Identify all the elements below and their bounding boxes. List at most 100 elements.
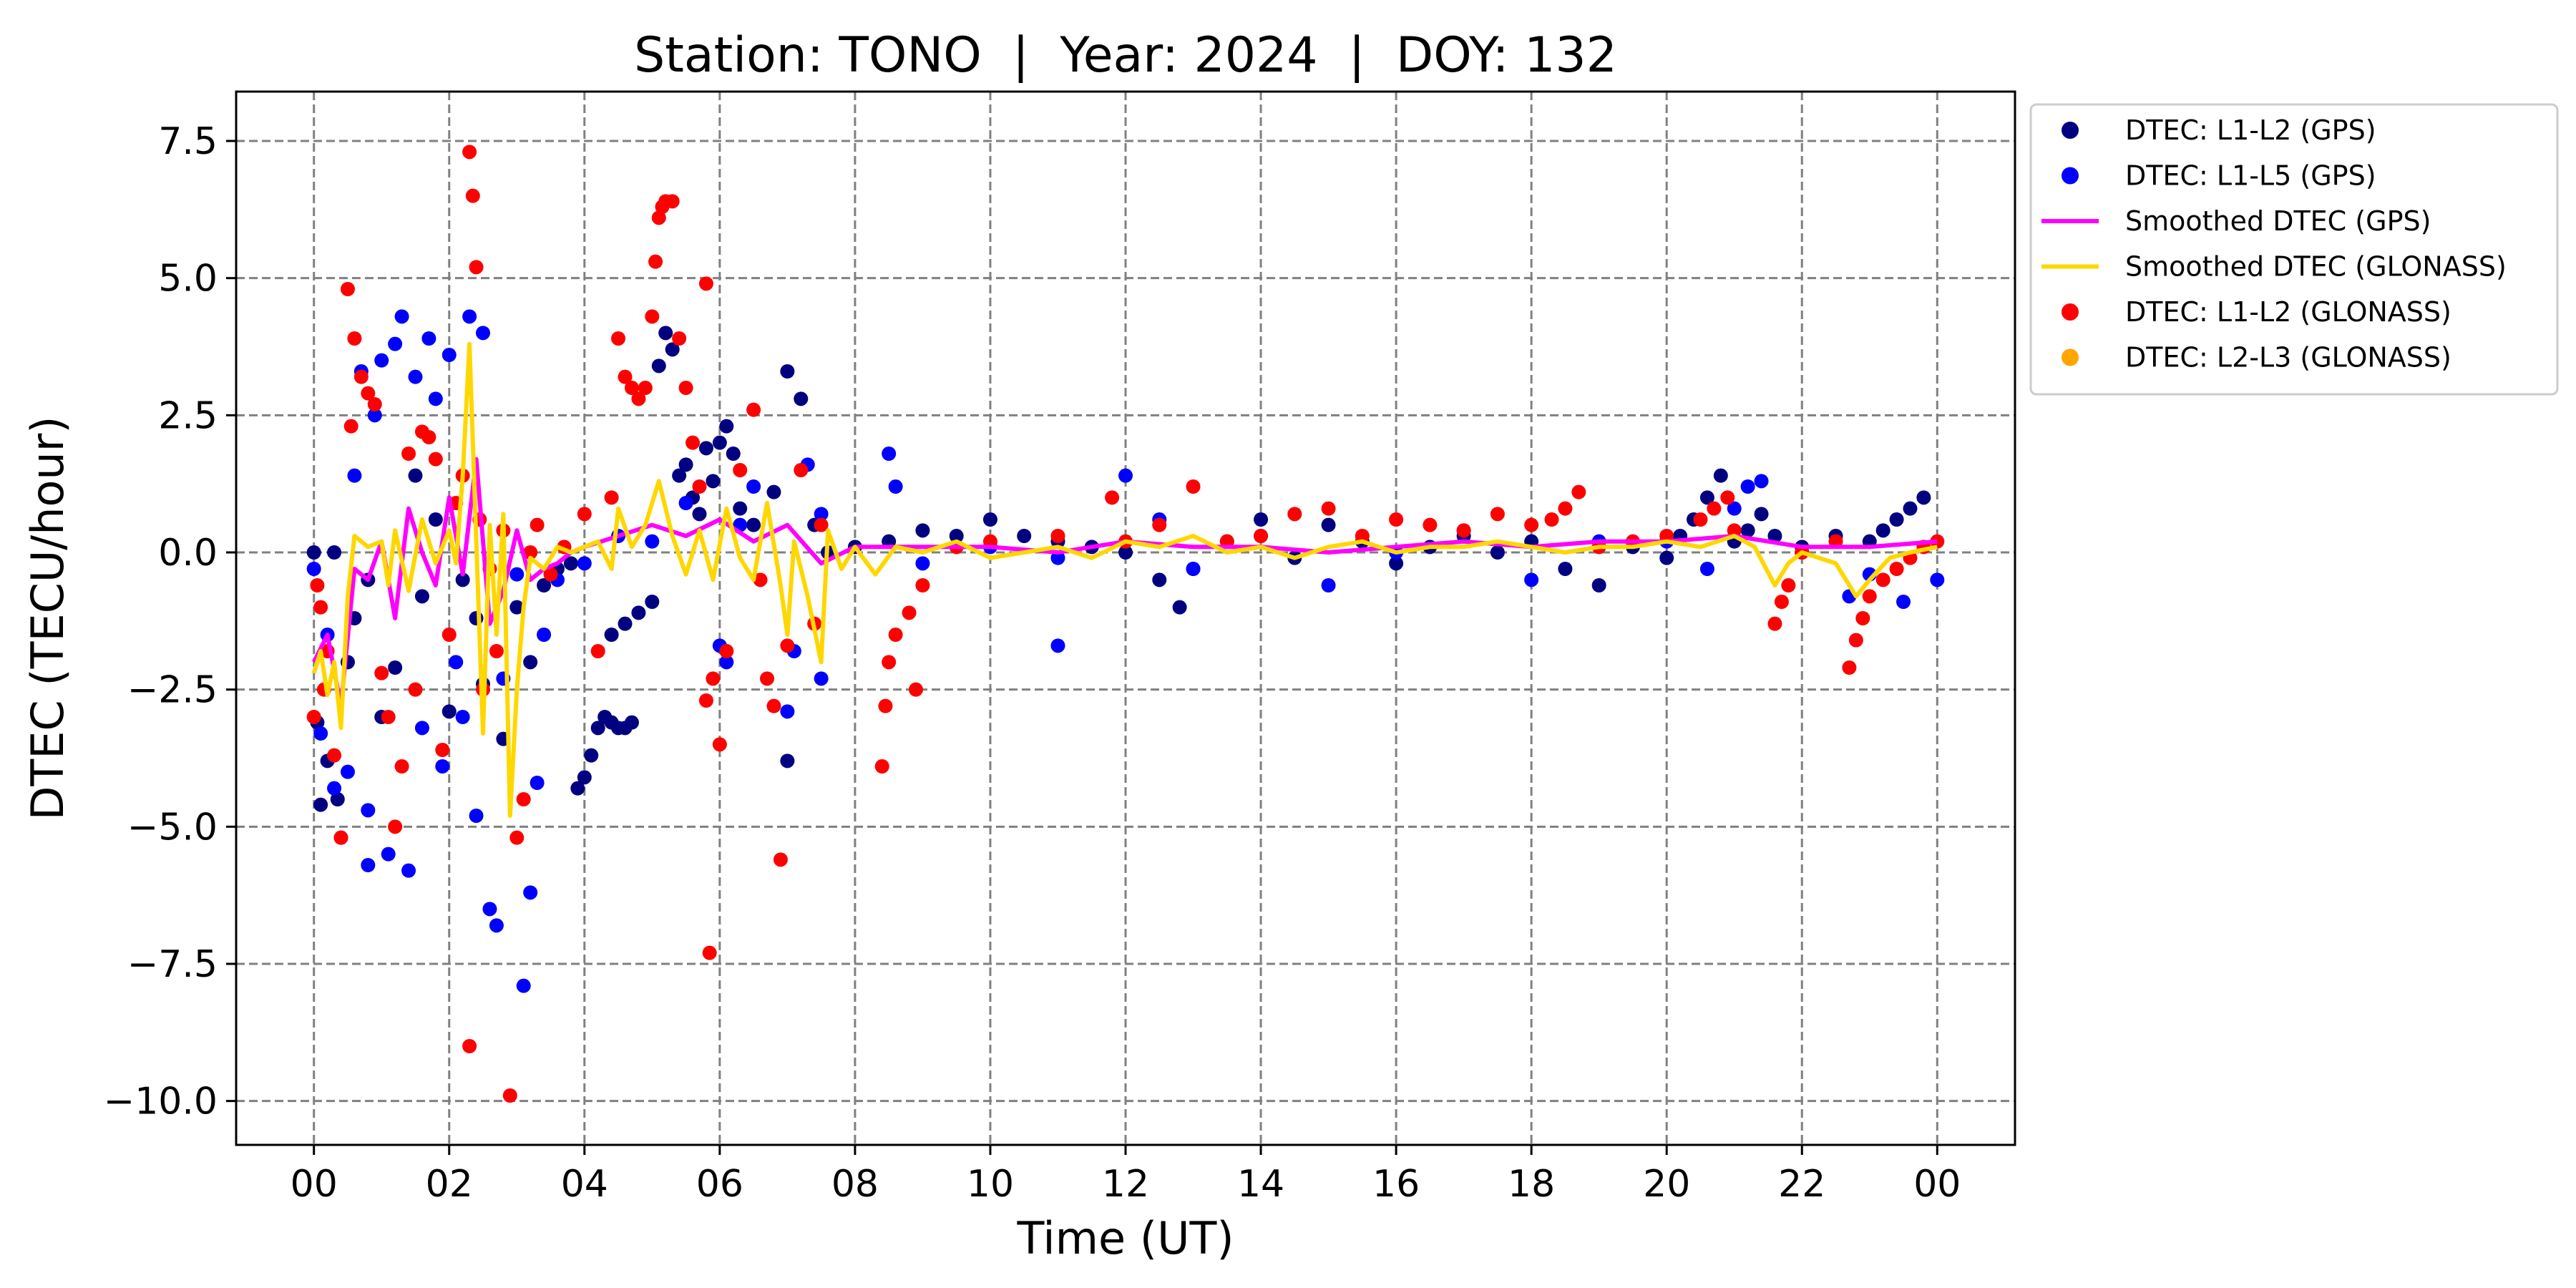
legend-item: Smoothed DTEC (GLONASS) — [2041, 251, 2507, 283]
data-point — [469, 260, 484, 275]
data-point — [1889, 562, 1904, 576]
data-point — [908, 682, 923, 697]
data-point — [692, 479, 707, 494]
data-point — [651, 210, 666, 225]
data-point — [577, 770, 592, 785]
data-point — [530, 776, 545, 790]
data-point — [631, 391, 646, 406]
legend-item: DTEC: L1-L2 (GPS) — [2062, 114, 2376, 146]
data-point — [1659, 550, 1674, 565]
legend-item: DTEC: L1-L5 (GPS) — [2062, 160, 2376, 192]
data-point — [428, 512, 443, 527]
data-point — [428, 452, 443, 467]
data-point — [878, 698, 893, 713]
data-point — [678, 381, 693, 395]
data-point — [915, 556, 930, 571]
series-dtec-l1-l2-gps — [306, 326, 1931, 812]
data-point — [476, 326, 491, 341]
x-tick-label: 00 — [291, 1163, 338, 1206]
legend-label: DTEC: L1-L5 (GPS) — [2125, 160, 2376, 192]
data-point — [1389, 512, 1404, 527]
data-point — [435, 743, 450, 757]
data-point — [1152, 517, 1167, 532]
data-point — [394, 759, 409, 774]
data-point — [902, 605, 917, 620]
data-point — [590, 644, 605, 658]
data-point — [1862, 589, 1877, 604]
x-tick-label: 10 — [967, 1163, 1014, 1206]
data-point — [455, 710, 470, 724]
legend-item: DTEC: L1-L2 (GLONASS) — [2062, 296, 2451, 328]
data-point — [361, 858, 376, 872]
data-point — [888, 479, 903, 494]
data-point — [719, 655, 734, 670]
legend-marker — [2062, 167, 2079, 185]
data-point — [516, 792, 531, 806]
data-point — [509, 567, 525, 582]
data-point — [1896, 595, 1911, 609]
y-tick-label: −5.0 — [127, 806, 218, 849]
data-point — [327, 781, 342, 796]
x-tick-label: 02 — [426, 1163, 473, 1206]
data-point — [678, 496, 693, 510]
data-point — [712, 435, 727, 450]
data-point — [882, 655, 897, 670]
data-point — [706, 474, 721, 489]
data-point — [414, 721, 429, 736]
data-point — [719, 419, 734, 434]
data-point — [746, 479, 761, 494]
data-point — [1118, 468, 1133, 483]
data-point — [645, 534, 660, 549]
data-point — [441, 628, 457, 642]
data-point — [1118, 545, 1133, 560]
data-point — [1254, 512, 1269, 527]
legend-item: DTEC: L2-L3 (GLONASS) — [2062, 342, 2451, 374]
data-point — [381, 710, 396, 724]
data-point — [611, 331, 626, 346]
data-point — [1591, 578, 1606, 592]
y-axis-label: DTEC (TECU/hour) — [21, 416, 74, 821]
data-point — [604, 628, 619, 642]
data-point — [530, 517, 545, 532]
data-point — [698, 693, 713, 708]
data-point — [1707, 501, 1722, 516]
data-point — [381, 847, 396, 862]
data-point — [733, 463, 748, 477]
data-point — [327, 748, 342, 763]
data-point — [1781, 578, 1796, 592]
data-point — [618, 369, 633, 384]
data-point — [441, 348, 457, 362]
data-area — [306, 145, 1945, 1103]
legend-label: Smoothed DTEC (GLONASS) — [2125, 251, 2507, 283]
data-point — [1490, 545, 1505, 560]
data-point — [753, 572, 768, 587]
data-point — [1699, 562, 1714, 576]
chart-title: Station: TONO | Year: 2024 | DOY: 132 — [634, 27, 1617, 84]
data-point — [648, 254, 663, 269]
data-point — [394, 309, 409, 324]
data-point — [1875, 523, 1890, 538]
data-point — [1754, 507, 1769, 522]
x-tick-label: 16 — [1372, 1163, 1420, 1206]
data-point — [658, 326, 673, 341]
data-point — [340, 282, 355, 296]
data-point — [874, 759, 889, 774]
data-point — [672, 468, 687, 483]
data-point — [672, 331, 687, 346]
data-point — [509, 830, 525, 845]
data-point — [509, 600, 525, 615]
data-point — [780, 704, 795, 719]
data-point — [746, 402, 761, 417]
data-point — [665, 194, 680, 209]
data-point — [570, 781, 585, 796]
x-axis: 00 02 04 06 08 10 12 14 16 18 20 22 00 — [291, 1145, 1961, 1206]
data-point — [780, 638, 795, 653]
data-point — [347, 468, 362, 483]
data-point — [435, 759, 450, 774]
data-point — [563, 556, 578, 571]
data-point — [1050, 550, 1065, 565]
data-point — [678, 457, 693, 472]
data-point — [733, 501, 748, 516]
data-point — [814, 507, 829, 522]
data-point — [1050, 529, 1065, 543]
